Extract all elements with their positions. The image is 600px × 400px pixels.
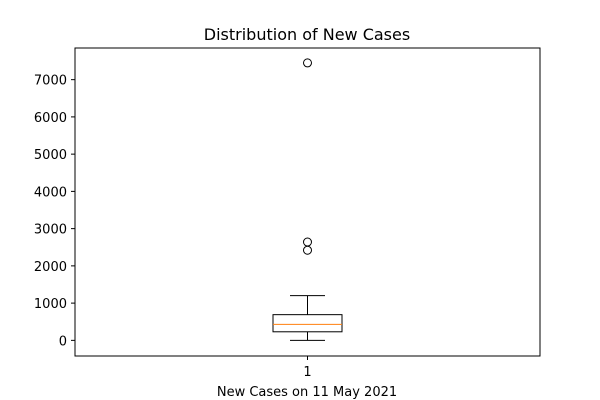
outlier-point <box>303 237 312 247</box>
x-axis: 1 <box>303 356 312 380</box>
y-tick-label: 5000 <box>34 148 67 163</box>
iqr-box <box>272 314 343 333</box>
outlier-point <box>303 245 312 255</box>
y-tick-label: 7000 <box>34 74 67 89</box>
y-tick-label: 0 <box>59 334 67 349</box>
x-axis-label: New Cases on 11 May 2021 <box>217 385 397 400</box>
y-tick-label: 1000 <box>34 297 67 312</box>
y-tick-label: 3000 <box>34 223 67 238</box>
y-tick-label: 2000 <box>34 260 67 275</box>
y-tick-label: 6000 <box>34 111 67 126</box>
x-tick-label: 1 <box>303 365 311 380</box>
outlier-point <box>303 58 312 68</box>
chart-title: Distribution of New Cases <box>204 25 410 44</box>
y-axis: 0 1000 2000 3000 4000 5000 6000 7000 <box>34 74 75 349</box>
y-tick-label: 4000 <box>34 185 67 200</box>
box-series <box>272 58 343 341</box>
